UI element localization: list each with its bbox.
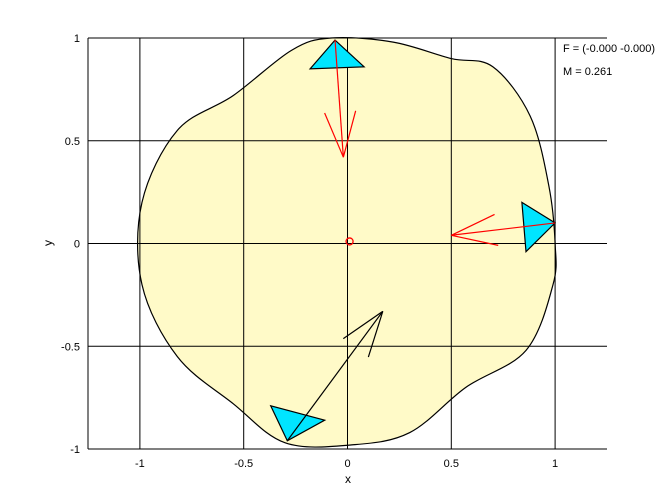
force-arrow-head: [451, 213, 495, 236]
x-tick-label: 1: [552, 458, 558, 470]
x-axis-label: x: [345, 472, 351, 486]
moment-arrow-head: [367, 311, 384, 358]
y-tick-label: -0.5: [61, 341, 80, 353]
x-tick-label: 0: [344, 458, 350, 470]
moment-arrow-head: [342, 310, 384, 340]
axes-layer: [87, 38, 607, 450]
moment-annotation: M = 0.261: [563, 66, 612, 78]
y-tick-label: 1: [74, 33, 80, 45]
arrows-layer: [286, 40, 556, 442]
triangle-mark: [269, 404, 327, 442]
force-arrow-head: [342, 110, 357, 158]
y-tick-label: -1: [70, 444, 80, 456]
x-tick-label: -1: [135, 458, 145, 470]
x-tick-label: 0.5: [444, 458, 459, 470]
force-arrow-head: [324, 112, 344, 158]
center-marker: [345, 237, 354, 246]
x-tick-label: -0.5: [234, 458, 253, 470]
force-arrow-shaft: [451, 222, 556, 236]
force-arrow-shaft: [334, 40, 344, 158]
force-annotation: F = (-0.000 -0.000): [563, 43, 655, 55]
y-tick-label: 0.5: [65, 136, 80, 148]
moment-arrow-shaft: [286, 310, 384, 442]
force-arrow-head: [451, 234, 499, 246]
y-axis-label: y: [41, 240, 55, 246]
y-tick-label: 0: [74, 239, 80, 251]
ticks-layer: -1 -0.5 0 0.5 1 -1 -0.5 0 0.5 1: [61, 33, 558, 470]
